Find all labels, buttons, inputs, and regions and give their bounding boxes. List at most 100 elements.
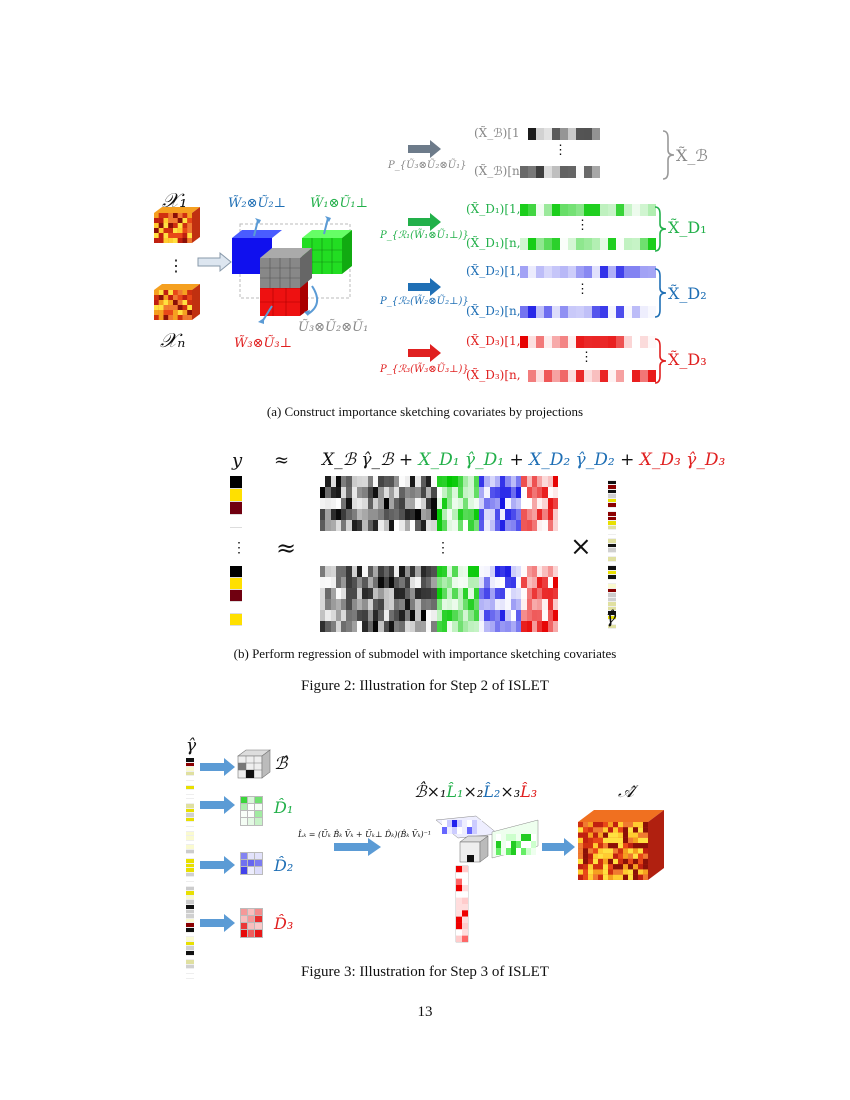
matrix-cell (447, 588, 453, 599)
strip-cell (528, 370, 536, 382)
vector-cell (608, 575, 616, 580)
grid-cell (247, 915, 256, 924)
product-l1: L̂₁ (446, 782, 464, 801)
matrix-cell (542, 577, 548, 588)
matrix-cell (505, 588, 511, 599)
matrix-cell (399, 599, 405, 610)
strip-cell (520, 306, 528, 318)
matrix-cell (383, 621, 389, 632)
vector-cell (608, 521, 616, 526)
strip-cell (600, 238, 608, 250)
matrix-cell (335, 498, 342, 509)
matrix-cell (362, 610, 368, 621)
matrix-cell (489, 621, 495, 632)
matrix-cell (330, 487, 336, 498)
matrix-cell (515, 621, 522, 632)
vector-cell (608, 507, 616, 512)
matrix-cell (330, 621, 336, 632)
matrix-cell (531, 509, 538, 520)
matrix-cell (357, 577, 363, 588)
matrix-cell (542, 509, 548, 520)
vector-cell (608, 611, 616, 616)
vector-cell (230, 489, 242, 502)
matrix-cell (372, 487, 379, 498)
eq-term-d3: X_D₃ γ̂_D₃ (639, 450, 726, 470)
matrix-cell (468, 566, 474, 577)
matrix-cell (542, 520, 548, 531)
matrix-cell (473, 610, 479, 621)
strip-cell (576, 266, 584, 278)
strip-cell (600, 266, 608, 278)
matrix-cell (521, 588, 527, 599)
matrix-cell (425, 520, 432, 531)
matrix-cell (468, 577, 474, 588)
xn-cube (154, 284, 200, 320)
matrix-cell (542, 487, 548, 498)
matrix-cell (362, 577, 368, 588)
matrix-cell (357, 566, 363, 577)
matrix-cell (468, 520, 474, 531)
matrix-cell (452, 520, 458, 531)
strip-cell (624, 204, 632, 216)
matrix-cell (357, 509, 363, 520)
matrix-cell (468, 487, 474, 498)
matrix-cell (547, 476, 554, 487)
strip-cell (568, 204, 576, 216)
panel-a-caption: (a) Construct importance sketching covar… (266, 404, 584, 419)
matrix-cell (372, 577, 379, 588)
strip-cell (544, 166, 552, 178)
matrix-cell (372, 509, 379, 520)
matrix-cell (500, 621, 506, 632)
matrix-cell (410, 577, 416, 588)
matrix-cell (542, 588, 548, 599)
matrix-cell (457, 621, 464, 632)
matrix-cell (542, 566, 548, 577)
matrix-cell (383, 577, 389, 588)
vector-cell (186, 946, 194, 951)
strip-cell (640, 370, 648, 382)
matrix-cell (431, 487, 437, 498)
projection-arrow-gray (408, 140, 441, 158)
vector-cell (608, 584, 616, 589)
strip-cell (592, 238, 600, 250)
strip-cell (600, 336, 608, 348)
strip-cell (544, 128, 552, 140)
strip-cell (648, 306, 656, 318)
vector-cell (608, 494, 616, 499)
strip-cell (544, 266, 552, 278)
gray-block-label: Ũ₃⊗Ũ₂⊗Ũ₁ (298, 320, 369, 335)
matrix-cell (553, 588, 559, 599)
matrix-cell (489, 520, 495, 531)
vector-cell (186, 813, 194, 818)
matrix-cell (505, 566, 511, 577)
matrix-cell (505, 621, 511, 632)
matrix-cell (404, 509, 411, 520)
matrix-cell (505, 520, 511, 531)
strip-cell (600, 306, 608, 318)
matrix-cell (521, 621, 527, 632)
strip-cell (584, 128, 592, 140)
brace-d2 (654, 268, 667, 318)
matrix-cell (415, 610, 421, 621)
matrix-cell (320, 498, 326, 509)
vector-cell (608, 615, 616, 620)
matrix-cell (357, 476, 363, 487)
matrix-cell (404, 566, 411, 577)
strip-cell (632, 336, 640, 348)
matrix-cell (478, 599, 485, 610)
matrix-cell (441, 599, 448, 610)
strip-cell (528, 266, 536, 278)
matrix-cell (346, 599, 352, 610)
matrix-cell (335, 487, 342, 498)
grid-cell (247, 866, 256, 875)
matrix-cell (320, 599, 326, 610)
vector-cell (608, 588, 616, 593)
strip-cell (616, 266, 624, 278)
matrix-cell (425, 498, 432, 509)
matrix-cell (383, 566, 389, 577)
matrix-cell (542, 621, 548, 632)
matrix-cell (351, 509, 358, 520)
grid-cell (254, 803, 263, 812)
matrix-cell (447, 520, 453, 531)
matrix-cell (489, 610, 495, 621)
